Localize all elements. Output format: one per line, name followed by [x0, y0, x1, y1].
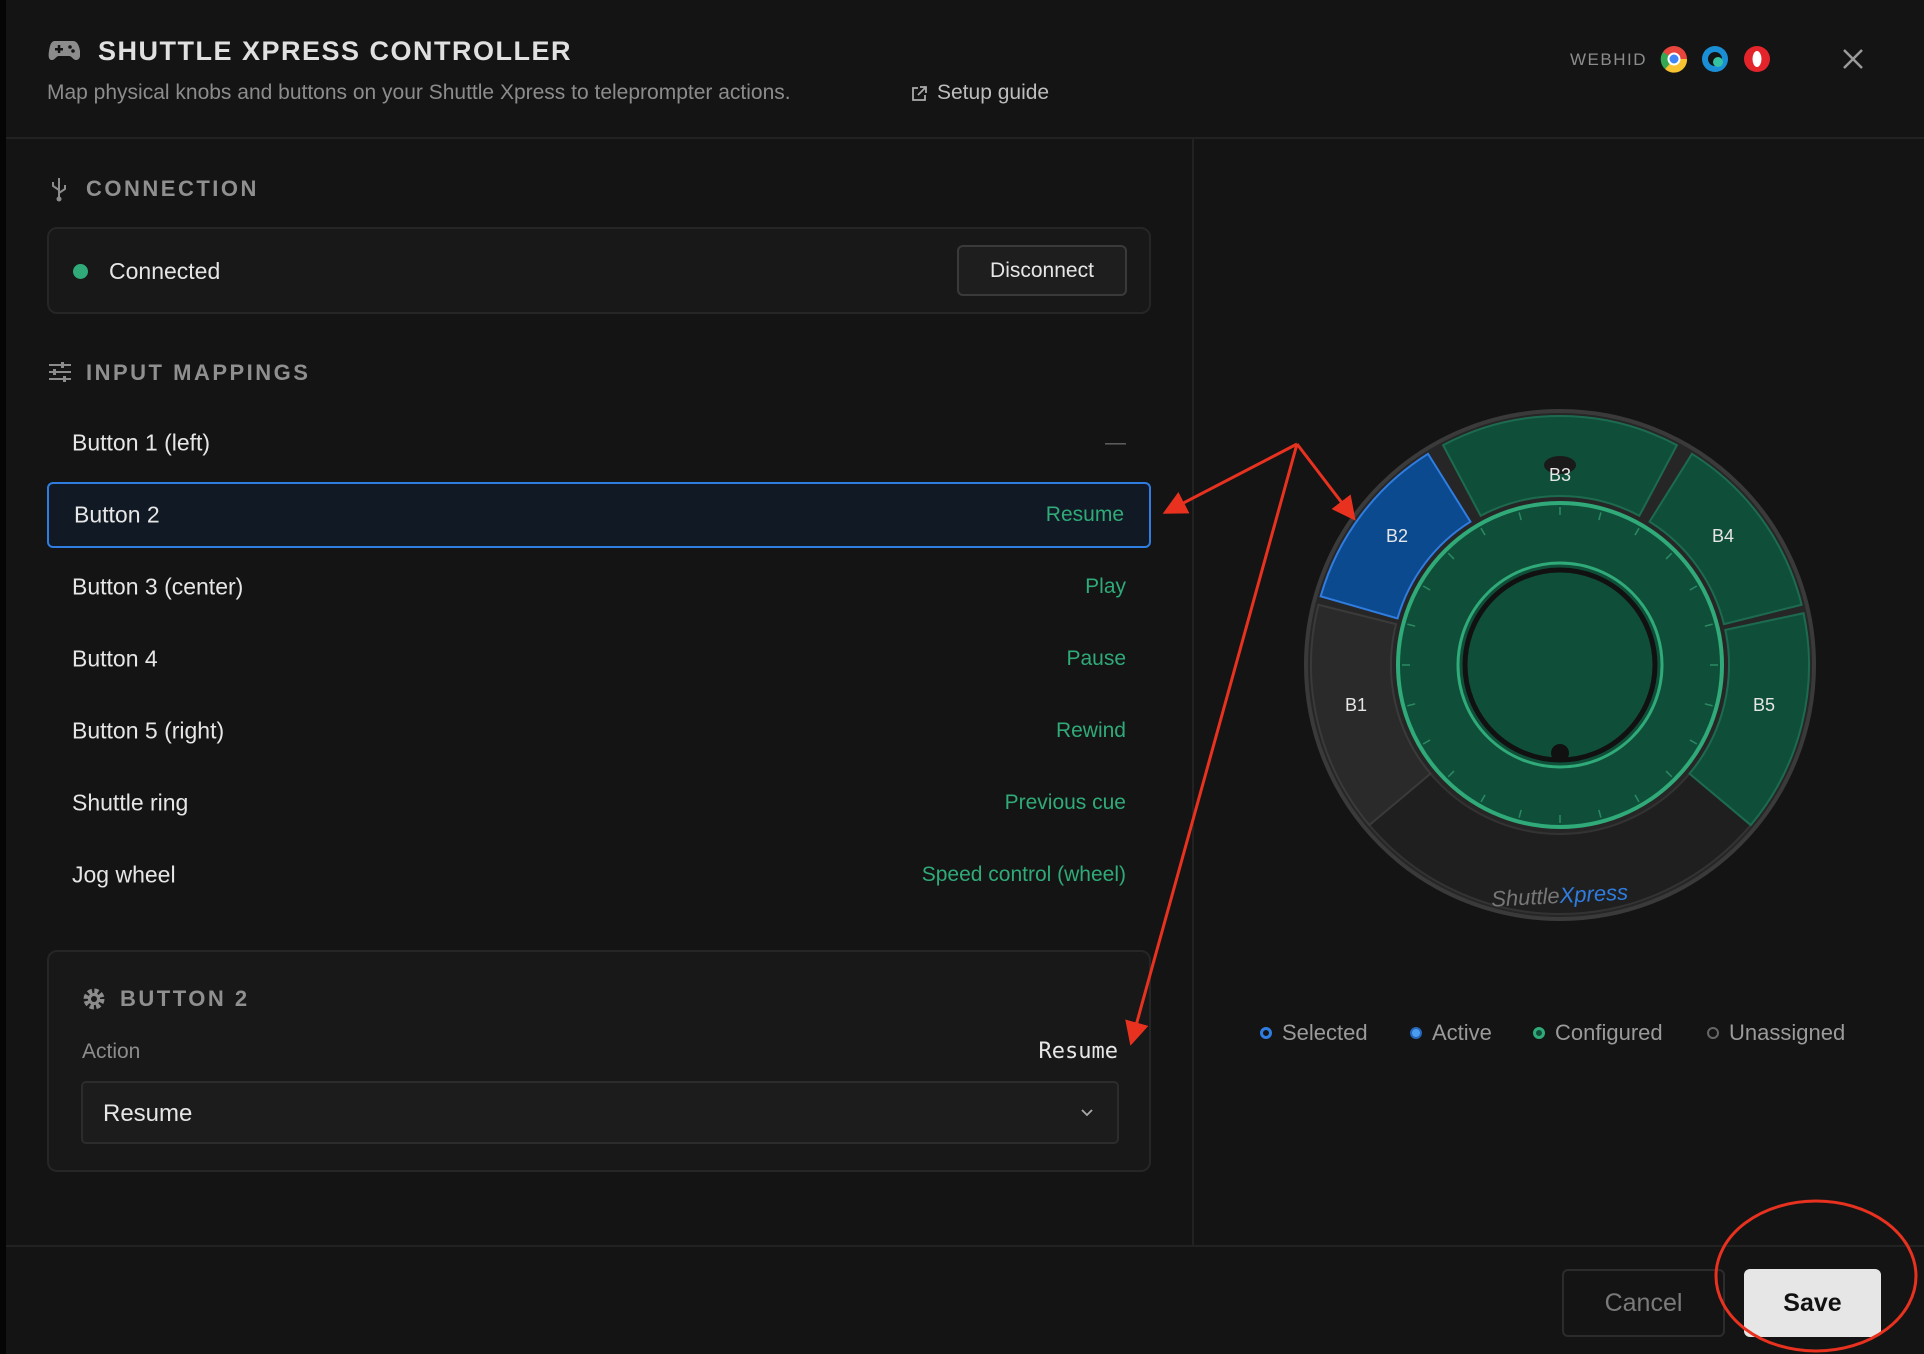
disconnect-button[interactable]: Disconnect — [957, 245, 1127, 296]
ring-tick — [1518, 809, 1522, 818]
legend-label: Configured — [1555, 1020, 1663, 1045]
legend-label: Selected — [1282, 1020, 1368, 1045]
row-action: Resume — [1045, 503, 1124, 526]
ring-tick — [1598, 512, 1602, 521]
mapping-row[interactable]: Button 5 (right) Rewind — [47, 698, 1151, 764]
save-button[interactable]: Save — [1744, 1269, 1881, 1337]
row-action: Previous cue — [1004, 791, 1126, 814]
ring-tick — [1689, 739, 1698, 745]
external-link-icon — [912, 86, 927, 101]
footer-divider — [6, 1245, 1924, 1247]
button-label: B1 — [1345, 695, 1367, 715]
mapping-row[interactable]: Button 3 (center) Play — [47, 554, 1151, 620]
gear-icon — [83, 988, 105, 1010]
gamepad-icon — [48, 41, 80, 60]
jog-wheel-rim — [1456, 561, 1664, 769]
ring-tick — [1407, 623, 1416, 627]
row-label: Button 5 (right) — [72, 717, 225, 744]
button-label: B2 — [1386, 526, 1408, 546]
ring-tick — [1480, 527, 1486, 536]
ring-tick — [1665, 770, 1673, 778]
ring-tick — [1634, 794, 1640, 803]
backdrop-strip — [0, 0, 6, 1354]
row-action: — — [1105, 431, 1126, 454]
device-button — [1310, 603, 1432, 827]
column-divider — [1192, 139, 1194, 1245]
row-label: Jog wheel — [72, 861, 176, 888]
status-dot — [73, 264, 88, 279]
ring-tick — [1704, 703, 1713, 707]
button-label: B4 — [1712, 526, 1734, 546]
ring-tick — [1480, 794, 1486, 803]
row-label: Shuttle ring — [72, 789, 189, 816]
row-action: Play — [1085, 575, 1126, 598]
legend-label: Active — [1432, 1020, 1492, 1045]
top-dimple — [1544, 456, 1576, 474]
brand-a: Shuttle — [1491, 883, 1561, 912]
field-label: Action — [82, 1040, 141, 1063]
detail-panel: BUTTON 2 Action Resume Resume — [47, 950, 1151, 1172]
ring-tick — [1665, 552, 1673, 560]
usb-icon — [52, 178, 66, 202]
mapping-row[interactable]: Button 4 Pause — [47, 626, 1151, 692]
header-divider — [6, 137, 1924, 139]
ring-tick — [1422, 585, 1431, 591]
legend-item: Unassigned — [1707, 1020, 1845, 1046]
mapping-row-selected[interactable]: Button 2 Resume — [47, 482, 1151, 548]
sliders-icon — [49, 362, 71, 382]
button-label: B3 — [1549, 465, 1571, 485]
section-heading: CONNECTION — [86, 176, 259, 201]
ring-tick — [1689, 585, 1698, 591]
row-action: Pause — [1066, 647, 1126, 670]
current-action: Resume — [1038, 1039, 1118, 1064]
ring-tick — [1704, 623, 1713, 627]
row-label: Button 4 — [72, 645, 158, 672]
jog-dimple — [1551, 744, 1569, 762]
connection-status: Connected — [109, 258, 221, 284]
device-button — [1319, 452, 1472, 620]
webhid-badge: WEBHID — [1570, 50, 1647, 69]
device-button — [1688, 612, 1810, 827]
ring-tick — [1634, 527, 1640, 536]
select-value: Resume — [103, 1100, 193, 1127]
cancel-button[interactable]: Cancel — [1562, 1269, 1725, 1337]
legend-label: Unassigned — [1729, 1020, 1846, 1045]
device-base — [1367, 772, 1753, 915]
ring-tick — [1518, 512, 1522, 521]
action-select[interactable]: Resume — [81, 1081, 1119, 1144]
device-diagram: B1 B2 B3 B4 B5 ShuttleXpress — [1304, 409, 1816, 921]
close-button[interactable] — [1841, 47, 1865, 71]
chevron — [1081, 1109, 1093, 1117]
mapping-row[interactable]: Button 1 (left) — — [47, 410, 1151, 476]
device-button — [1648, 452, 1803, 626]
ring-tick — [1447, 552, 1455, 560]
legend-item: Configured — [1533, 1020, 1663, 1046]
section-heading: INPUT MAPPINGS — [86, 360, 311, 385]
row-label: Button 1 (left) — [72, 429, 211, 456]
mapping-row[interactable]: Shuttle ring Previous cue — [47, 770, 1151, 836]
legend-item: Active — [1410, 1020, 1492, 1046]
connection-panel: Connected Disconnect — [47, 227, 1151, 314]
setup-guide-link[interactable]: Setup guide — [937, 81, 1050, 104]
legend-item: Selected — [1260, 1020, 1368, 1046]
ring-tick — [1407, 703, 1416, 707]
button-label: B5 — [1753, 695, 1775, 715]
row-action: Rewind — [1055, 719, 1126, 742]
dialog-title: SHUTTLE XPRESS CONTROLLER — [98, 36, 573, 66]
ring-tick — [1598, 809, 1602, 818]
ring-tick — [1447, 770, 1455, 778]
brand-logo: ShuttleXpress — [1491, 879, 1629, 911]
row-label: Button 3 (center) — [72, 573, 244, 600]
row-label: Button 2 — [74, 501, 160, 528]
mapping-row[interactable]: Jog wheel Speed control (wheel) — [47, 842, 1151, 908]
brand-b: Xpress — [1558, 879, 1629, 908]
detail-heading: BUTTON 2 — [120, 986, 250, 1011]
ring-tick — [1422, 739, 1431, 745]
dialog-subtitle: Map physical knobs and buttons on your S… — [47, 81, 791, 104]
row-action: Speed control (wheel) — [921, 863, 1126, 886]
browser-icons — [1660, 46, 1770, 73]
